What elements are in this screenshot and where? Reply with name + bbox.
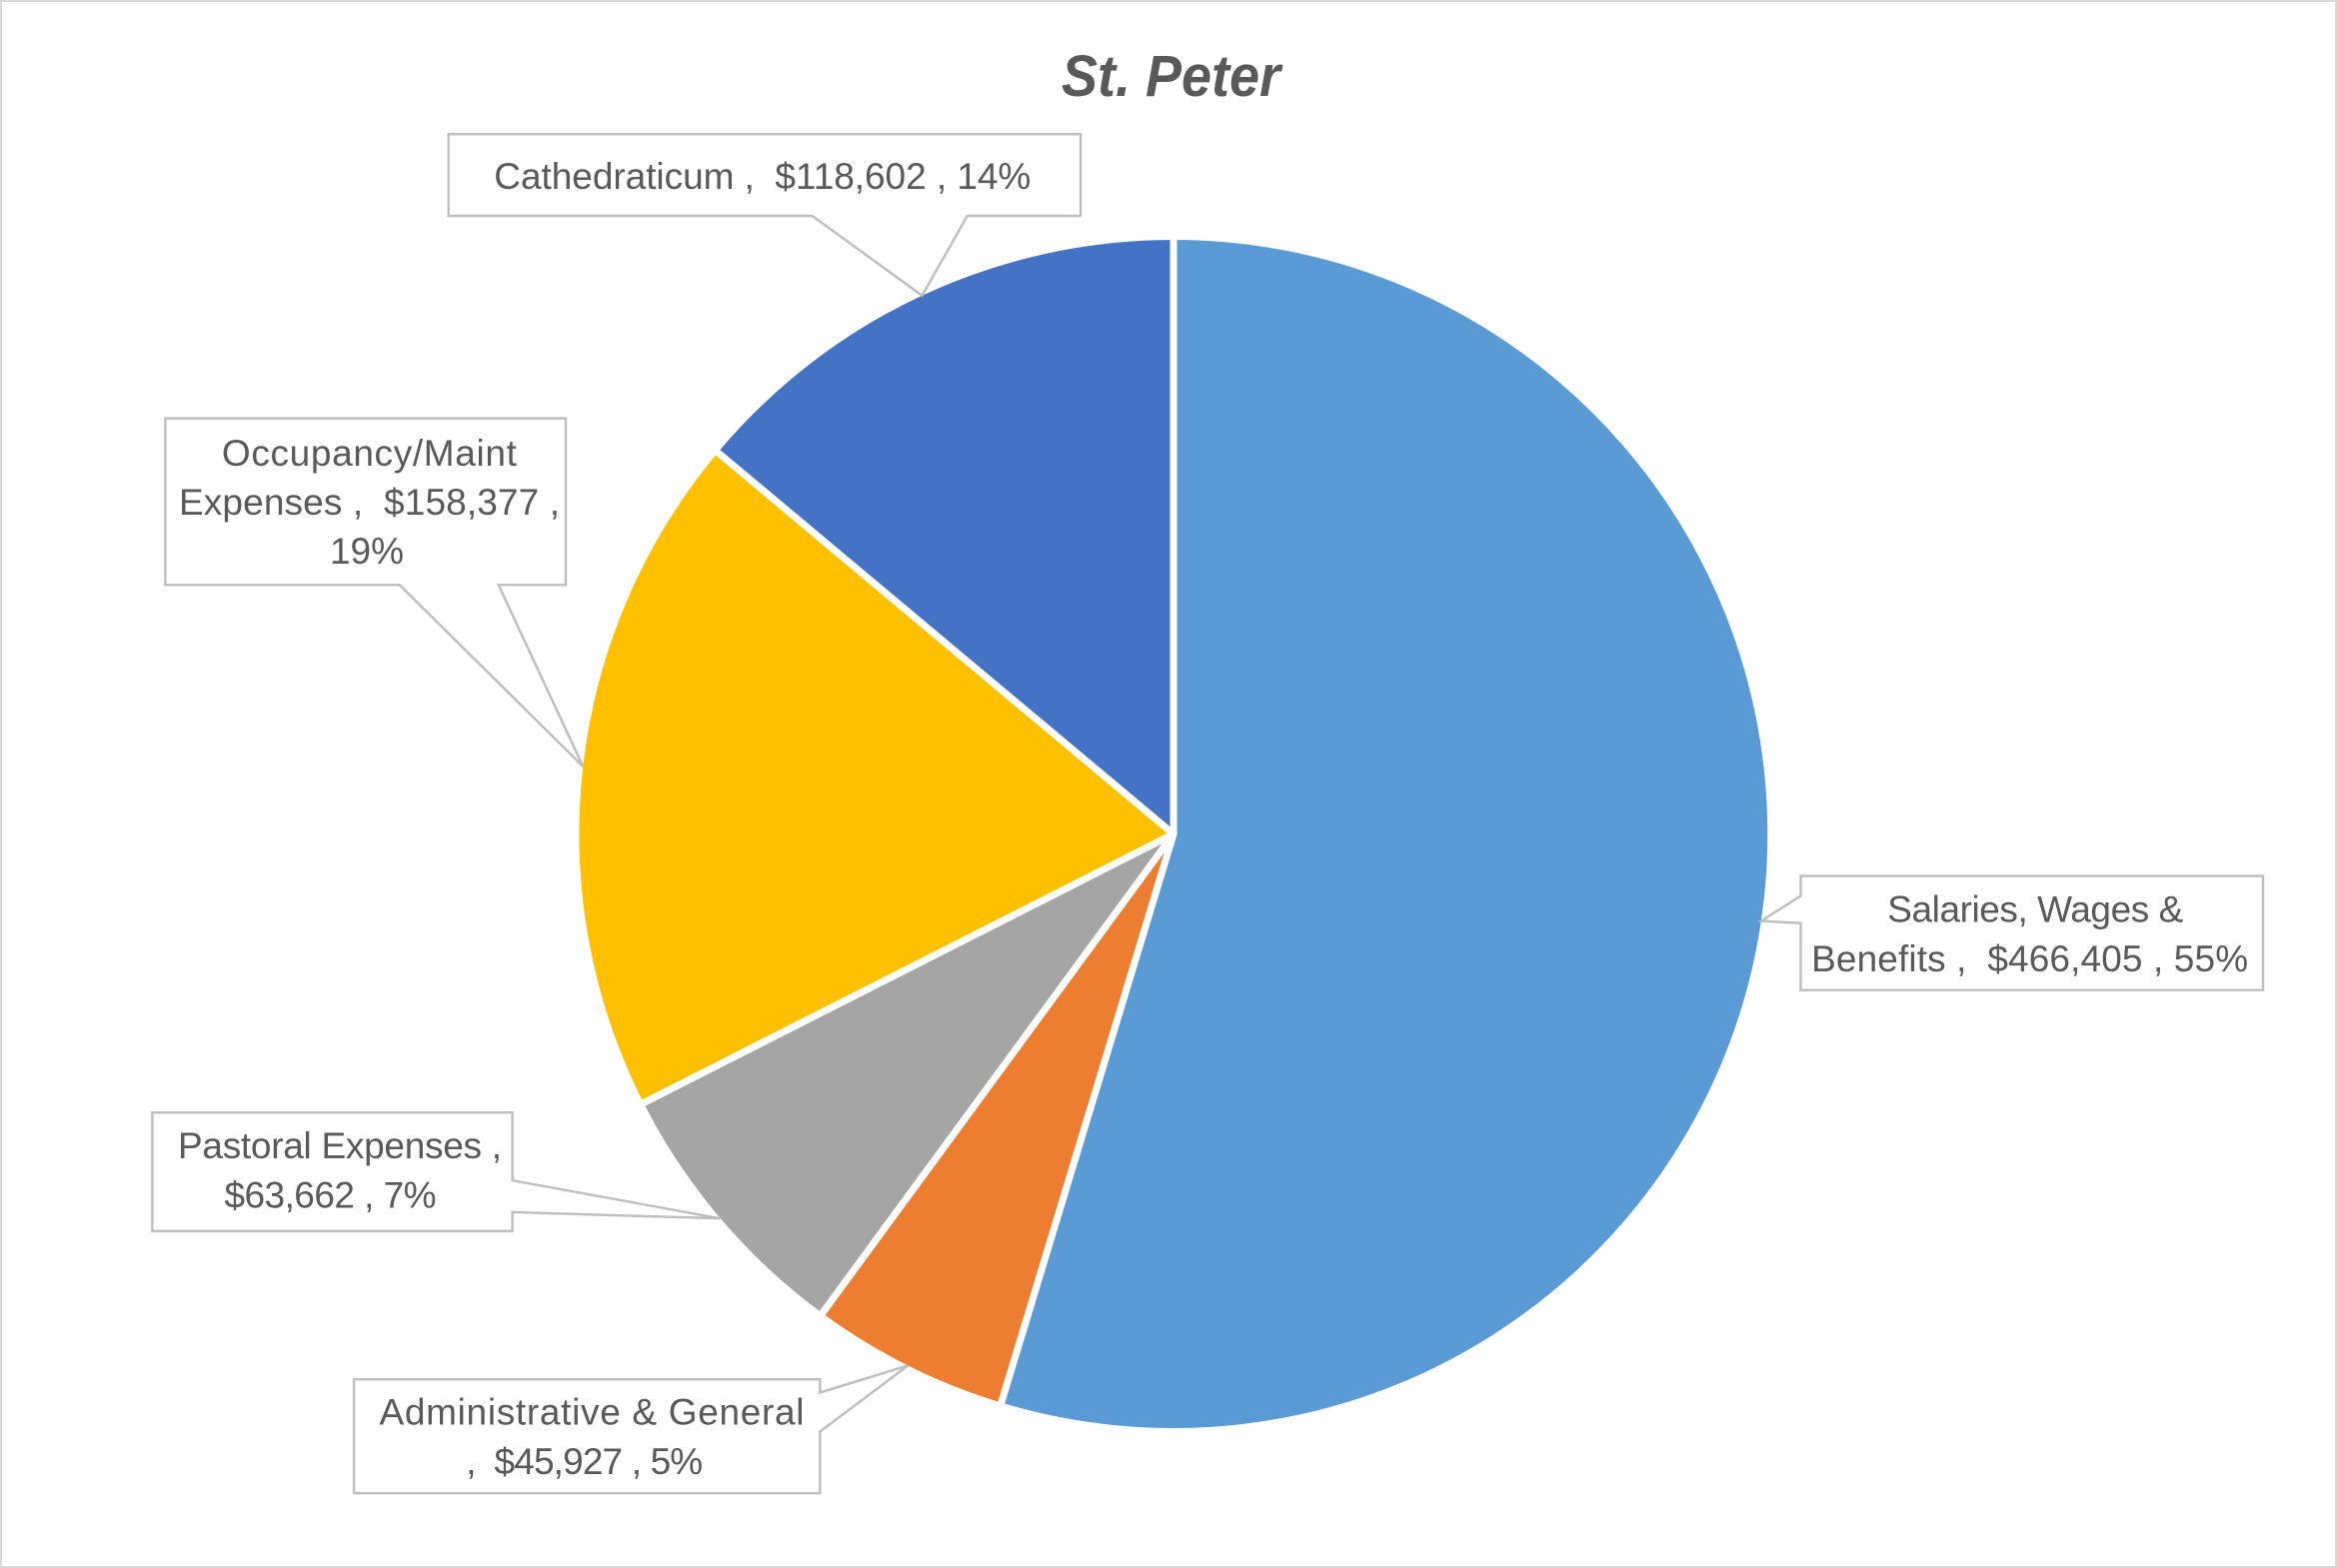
svg-text:Pastoral Expenses ,: Pastoral Expenses ,: [178, 1125, 502, 1166]
svg-text:Salaries, Wages &: Salaries, Wages &: [1887, 889, 2183, 930]
svg-text:Cathedraticum , $118,602 , 14: Cathedraticum , $118,602 , 14%: [494, 156, 1031, 197]
svg-text:St. Peter: St. Peter: [1062, 44, 1283, 109]
svg-text:19%: 19%: [330, 531, 404, 572]
svg-text:$63,662 , 7%: $63,662 , 7%: [225, 1175, 437, 1216]
svg-text:Benefits , $466,405 , 55%: Benefits , $466,405 , 55%: [1811, 938, 2248, 979]
svg-text:Administrative & General: Administrative & General: [380, 1391, 805, 1432]
svg-text:Occupancy/Maint: Occupancy/Maint: [222, 433, 518, 474]
svg-text:Expenses , $158,377 ,: Expenses , $158,377 ,: [179, 482, 560, 523]
svg-text:, $45,927 , 5%: , $45,927 , 5%: [466, 1441, 703, 1482]
